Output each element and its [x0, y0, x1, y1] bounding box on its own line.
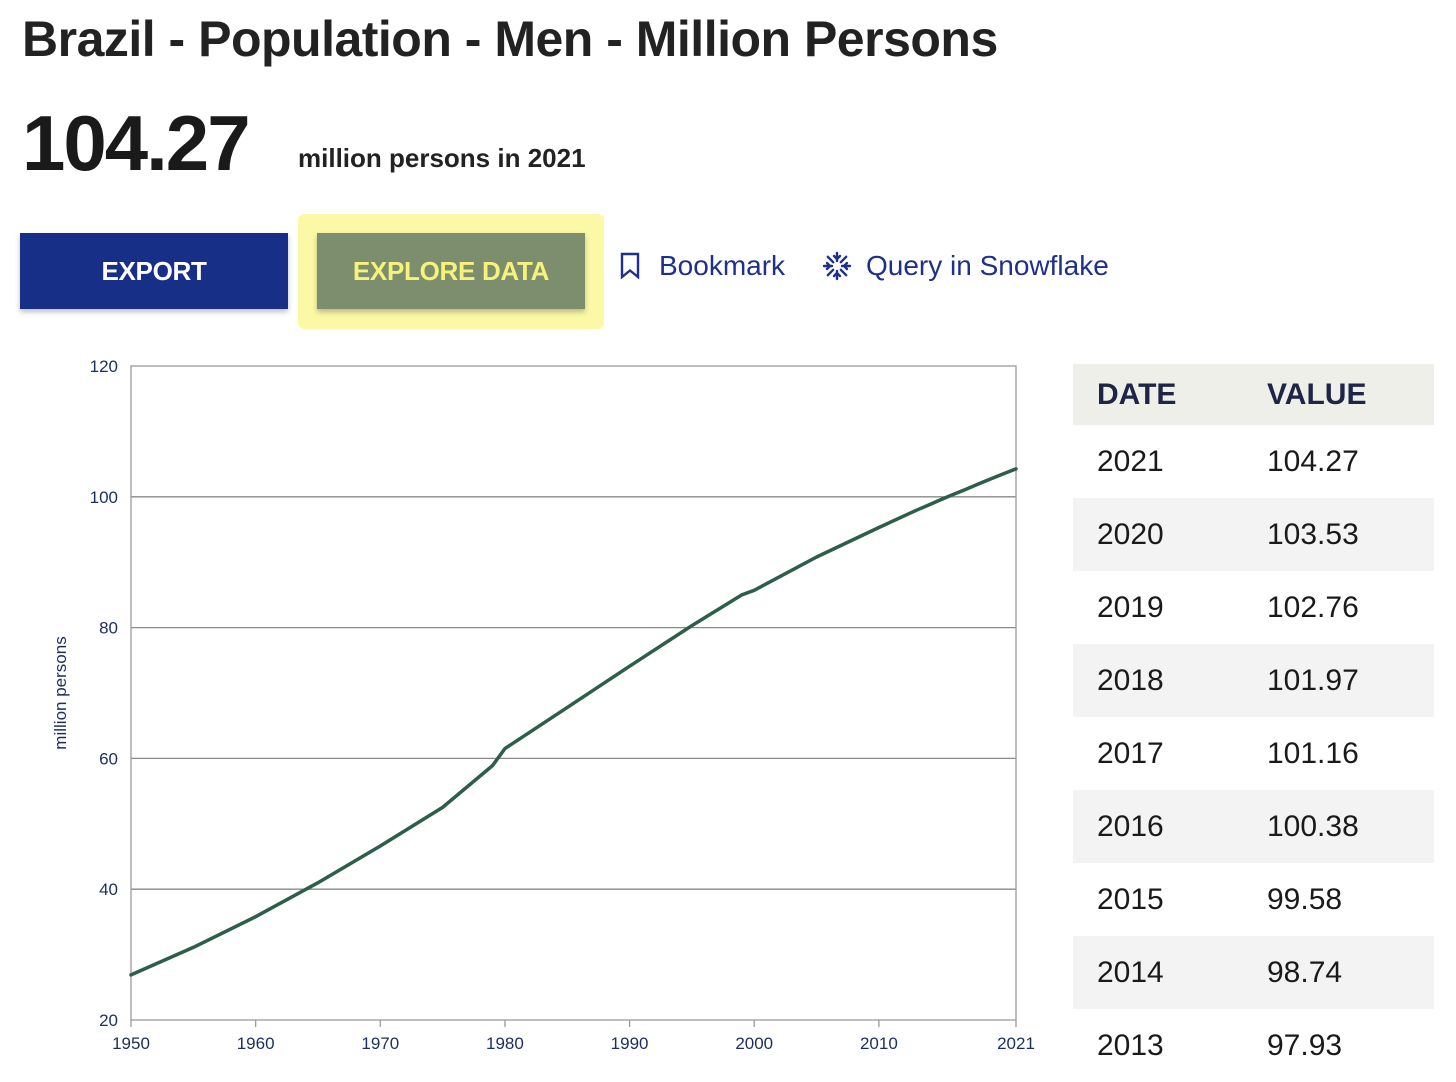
- header-value: VALUE: [1267, 377, 1367, 411]
- row-date: 2015: [1097, 882, 1164, 916]
- chart-svg: 20 40 60 80 100 120 1950 1960 1970 1980 1990 2000 20…: [51, 357, 1035, 1053]
- row-value: 100.38: [1267, 809, 1359, 843]
- data-table: DATE VALUE 2021 104.27 2020 103.53 2019 …: [1073, 364, 1434, 1082]
- x-tick-label: 1970: [361, 1034, 399, 1053]
- headline-caption: million persons in 2021: [298, 143, 586, 173]
- headline-value: 104.27: [22, 99, 251, 187]
- table-row: 2013 97.93: [1073, 1009, 1434, 1082]
- table-row: 2018 101.97: [1073, 644, 1434, 717]
- row-date: 2020: [1097, 517, 1164, 551]
- y-tick-label: 60: [99, 749, 118, 768]
- export-button[interactable]: EXPORT: [20, 233, 288, 309]
- y-tick-label: 40: [99, 880, 118, 899]
- table-row: 2021 104.27: [1073, 425, 1434, 498]
- y-tick-label: 80: [99, 619, 118, 638]
- row-date: 2018: [1097, 663, 1164, 697]
- x-tick-label: 2010: [860, 1034, 898, 1053]
- row-date: 2014: [1097, 955, 1164, 989]
- row-date: 2017: [1097, 736, 1164, 770]
- explore-data-button[interactable]: EXPLORE DATA: [317, 233, 585, 309]
- bookmark-label: Bookmark: [659, 250, 786, 281]
- row-value: 102.76: [1267, 590, 1359, 624]
- x-tick-label: 2000: [735, 1034, 773, 1053]
- row-value: 101.97: [1267, 663, 1359, 697]
- row-value: 98.74: [1267, 955, 1343, 989]
- table-row: 2015 99.58: [1073, 863, 1434, 936]
- snowflake-icon: [821, 250, 853, 282]
- y-tick-label: 20: [99, 1011, 118, 1030]
- y-axis-label: million persons: [51, 636, 70, 749]
- bookmark-link[interactable]: Bookmark: [619, 250, 785, 282]
- row-value: 101.16: [1267, 736, 1359, 770]
- table-row: 2020 103.53: [1073, 498, 1434, 571]
- table-row: 2019 102.76: [1073, 571, 1434, 644]
- table-row: 2017 101.16: [1073, 717, 1434, 790]
- row-value: 99.58: [1267, 882, 1343, 916]
- table-row: 2016 100.38: [1073, 790, 1434, 863]
- table-row: 2014 98.74: [1073, 936, 1434, 1009]
- row-value: 103.53: [1267, 517, 1359, 551]
- row-date: 2013: [1097, 1028, 1164, 1062]
- plot-frame: [130, 365, 1017, 1021]
- row-date: 2016: [1097, 809, 1164, 843]
- x-tick-label: 1990: [611, 1034, 649, 1053]
- x-tick-label: 1950: [112, 1034, 150, 1053]
- x-tick-label: 2021: [997, 1034, 1035, 1053]
- row-date: 2021: [1097, 444, 1164, 478]
- row-value: 97.93: [1267, 1028, 1343, 1062]
- population-chart: 20 40 60 80 100 120 1950 1960 1970 1980 1990 2000 20…: [0, 340, 1050, 1082]
- table-header: DATE VALUE: [1073, 364, 1434, 425]
- row-date: 2019: [1097, 590, 1164, 624]
- row-value: 104.27: [1267, 444, 1359, 478]
- x-tick-label: 1960: [237, 1034, 275, 1053]
- x-tick-label: 1980: [486, 1034, 524, 1053]
- query-in-snowflake-link[interactable]: Query in Snowflake: [821, 250, 1109, 282]
- series-line: [129, 467, 1018, 977]
- y-tick-label: 120: [90, 357, 118, 376]
- y-tick-label: 100: [90, 488, 118, 507]
- bookmark-icon: [619, 252, 641, 280]
- header-date: DATE: [1097, 377, 1177, 411]
- snowflake-label: Query in Snowflake: [866, 250, 1109, 281]
- page-title: Brazil - Population - Men - Million Pers…: [22, 11, 998, 67]
